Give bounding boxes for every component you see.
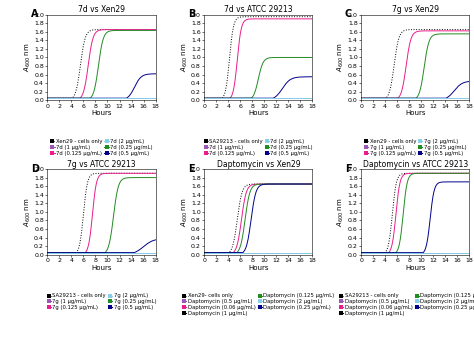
X-axis label: Hours: Hours [91,110,112,116]
Legend: Xen29- cells only, Daptomycin (0.5 µg/mL), Daptomycin (0.06 µg/mL), Daptomycin (: Xen29- cells only, Daptomycin (0.5 µg/mL… [182,293,335,316]
Title: 7g vs ATCC 29213: 7g vs ATCC 29213 [67,160,136,169]
Y-axis label: $A_{600}$ nm: $A_{600}$ nm [336,43,346,72]
Y-axis label: $A_{600}$ nm: $A_{600}$ nm [336,197,346,227]
Title: Daptomycin vs ATCC 29213: Daptomycin vs ATCC 29213 [363,160,468,169]
Text: D: D [31,164,39,174]
Y-axis label: $A_{600}$ nm: $A_{600}$ nm [22,197,33,227]
X-axis label: Hours: Hours [405,265,426,271]
Title: Daptomycin vs Xen29: Daptomycin vs Xen29 [217,160,300,169]
X-axis label: Hours: Hours [405,110,426,116]
Legend: SA29213 - cells only, 7g (1 µg/mL), 7g (0.125 µg/mL), 7g (2 µg/mL), 7g (0.25 µg/: SA29213 - cells only, 7g (1 µg/mL), 7g (… [47,293,156,310]
Text: A: A [31,9,39,19]
X-axis label: Hours: Hours [248,110,269,116]
Y-axis label: $A_{600}$ nm: $A_{600}$ nm [179,197,190,227]
Text: F: F [345,164,352,174]
Text: C: C [345,9,352,19]
Y-axis label: $A_{600}$ nm: $A_{600}$ nm [179,43,190,72]
Title: 7d vs ATCC 29213: 7d vs ATCC 29213 [224,5,292,15]
Text: B: B [188,9,195,19]
Text: E: E [188,164,195,174]
Legend: Xen29 - cells only, 7g (1 µg/mL), 7g (0.125 µg/mL), 7g (2 µg/mL), 7g (0.25 µg/mL: Xen29 - cells only, 7g (1 µg/mL), 7g (0.… [364,139,466,156]
X-axis label: Hours: Hours [248,265,269,271]
X-axis label: Hours: Hours [91,265,112,271]
Legend: SA29213 - cells only, 7d (1 µg/mL), 7d (0.125 µg/mL), 7d (2 µg/mL), 7d (0.25 µg/: SA29213 - cells only, 7d (1 µg/mL), 7d (… [204,139,313,156]
Legend: SA29213 - cells only, Daptomycin (0.5 µg/mL), Daptomycin (0.06 µg/mL), Daptomyci: SA29213 - cells only, Daptomycin (0.5 µg… [339,293,474,316]
Legend: Xen29 - cells only, 7d (1 µg/mL), 7d (0.125 µg/mL), 7d (2 µg/mL), 7d (0.25 µg/mL: Xen29 - cells only, 7d (1 µg/mL), 7d (0.… [50,139,153,156]
Y-axis label: $A_{600}$ nm: $A_{600}$ nm [22,43,33,72]
Title: 7g vs Xen29: 7g vs Xen29 [392,5,438,15]
Title: 7d vs Xen29: 7d vs Xen29 [78,5,125,15]
